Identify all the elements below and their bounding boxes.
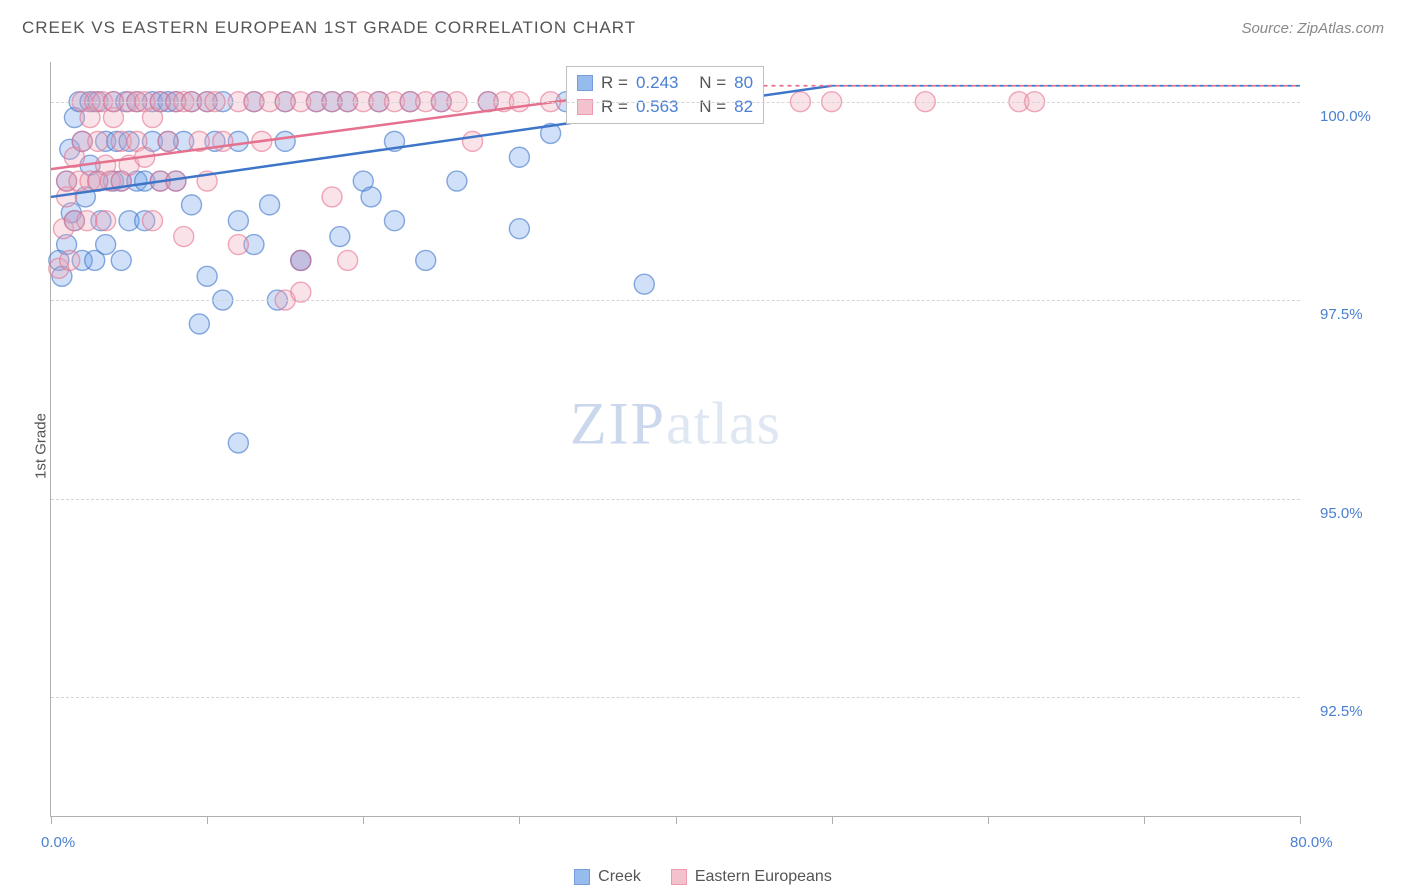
data-point: [174, 227, 194, 247]
data-point: [416, 250, 436, 270]
n-label-2: N =: [699, 97, 726, 117]
x-tick-label: 0.0%: [41, 834, 75, 851]
r-label-2: R =: [601, 97, 628, 117]
data-point: [463, 131, 483, 151]
legend-item-2: Eastern Europeans: [671, 868, 832, 886]
chart-container: CREEK VS EASTERN EUROPEAN 1ST GRADE CORR…: [0, 0, 1406, 892]
plot-svg: [51, 62, 1300, 816]
data-point: [197, 266, 217, 286]
data-point: [291, 250, 311, 270]
legend-item-1: Creek: [574, 868, 641, 886]
y-tick-label: 95.0%: [1320, 505, 1363, 522]
y-tick-label: 97.5%: [1320, 306, 1363, 323]
data-point: [228, 211, 248, 231]
data-point: [228, 433, 248, 453]
plot-area: ZIPatlas R = 0.243 N = 80 R = 0.563 N = …: [50, 62, 1300, 817]
legend: Creek Eastern Europeans: [0, 868, 1406, 886]
stats-box: R = 0.243 N = 80 R = 0.563 N = 82: [566, 66, 764, 124]
legend-swatch-1: [574, 869, 590, 885]
data-point: [447, 171, 467, 191]
y-tick-label: 92.5%: [1320, 703, 1363, 720]
stats-row-2: R = 0.563 N = 82: [577, 95, 753, 119]
x-tick-label: 80.0%: [1290, 834, 1333, 851]
data-point: [182, 195, 202, 215]
y-axis-label: 1st Grade: [32, 413, 49, 479]
stats-row-1: R = 0.243 N = 80: [577, 71, 753, 95]
data-point: [509, 219, 529, 239]
data-point: [260, 195, 280, 215]
n-value-1: 80: [734, 73, 753, 93]
header: CREEK VS EASTERN EUROPEAN 1ST GRADE CORR…: [22, 18, 1384, 38]
r-value-1: 0.243: [636, 73, 679, 93]
data-point: [88, 131, 108, 151]
source-label: Source: ZipAtlas.com: [1241, 20, 1384, 37]
data-point: [142, 211, 162, 231]
data-point: [77, 211, 97, 231]
data-point: [509, 147, 529, 167]
swatch-series1: [577, 75, 593, 91]
data-point: [275, 131, 295, 151]
data-point: [111, 250, 131, 270]
data-point: [96, 211, 116, 231]
data-point: [96, 235, 116, 255]
data-point: [330, 227, 350, 247]
r-value-2: 0.563: [636, 97, 679, 117]
data-point: [384, 211, 404, 231]
legend-label-1: Creek: [598, 868, 641, 886]
legend-swatch-2: [671, 869, 687, 885]
data-point: [361, 187, 381, 207]
data-point: [322, 187, 342, 207]
data-point: [158, 131, 178, 151]
data-point: [634, 274, 654, 294]
data-point: [189, 314, 209, 334]
n-value-2: 82: [734, 97, 753, 117]
n-label: N =: [699, 73, 726, 93]
legend-label-2: Eastern Europeans: [695, 868, 832, 886]
chart-title: CREEK VS EASTERN EUROPEAN 1ST GRADE CORR…: [22, 18, 636, 38]
data-point: [228, 235, 248, 255]
y-tick-label: 100.0%: [1320, 108, 1371, 125]
r-label: R =: [601, 73, 628, 93]
data-point: [60, 250, 80, 270]
data-point: [338, 250, 358, 270]
